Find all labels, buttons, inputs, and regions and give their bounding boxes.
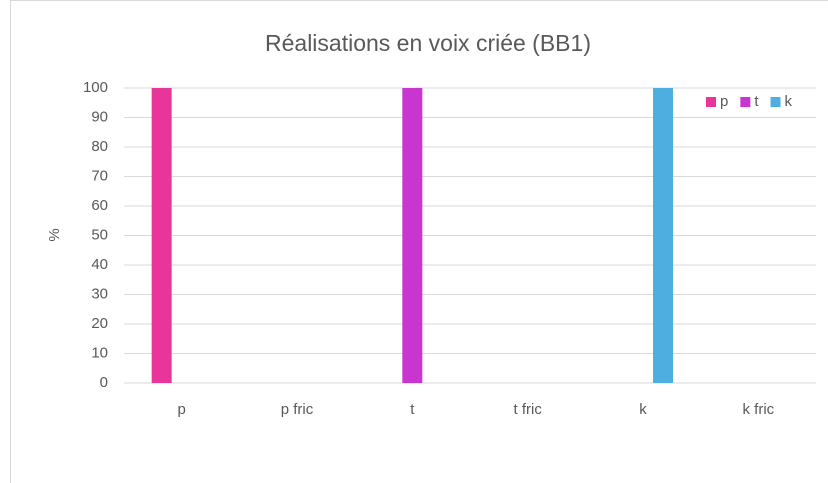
x-tick-label: t: [410, 401, 415, 418]
y-tick-label: 60: [91, 197, 108, 214]
y-tick-label: 70: [91, 167, 108, 184]
legend-swatch: [706, 97, 716, 107]
y-tick-label: 30: [91, 285, 108, 302]
bar: [402, 88, 423, 383]
y-tick-label: 10: [91, 344, 108, 361]
legend-swatch: [770, 97, 781, 107]
y-axis-label: %: [46, 228, 63, 241]
bar: [653, 88, 673, 383]
y-tick-label: 20: [91, 315, 108, 332]
x-tick-label: p: [177, 401, 185, 418]
legend-label: k: [785, 93, 793, 110]
legend-label: t: [754, 93, 759, 110]
y-tick-label: 100: [83, 79, 108, 96]
y-tick-label: 90: [91, 108, 108, 125]
bar: [151, 88, 172, 383]
y-tick-label: 40: [91, 256, 108, 273]
x-tick-label: k fric: [742, 401, 774, 418]
y-tick-label: 50: [91, 226, 108, 243]
x-tick-label: p fric: [281, 401, 314, 418]
legend-label: p: [720, 93, 728, 110]
y-tick-label: 0: [100, 374, 108, 391]
chart-title: Réalisations en voix criée (BB1): [265, 30, 591, 56]
x-tick-label: k: [639, 401, 647, 418]
x-tick-label: t fric: [513, 401, 542, 418]
y-tick-label: 80: [91, 138, 108, 155]
legend-swatch: [740, 97, 751, 107]
